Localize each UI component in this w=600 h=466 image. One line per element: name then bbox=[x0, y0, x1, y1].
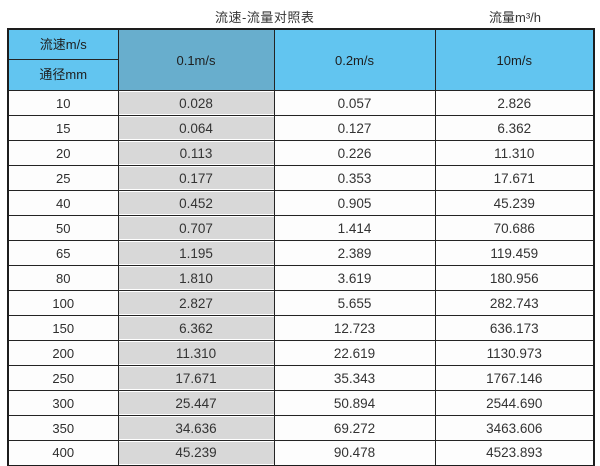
flow-value-cell: 1130.973 bbox=[434, 340, 595, 366]
flow-value-cell: 2.827 bbox=[117, 290, 275, 316]
flow-value-cell: 1.414 bbox=[273, 215, 436, 241]
table-row: 15 0.064 0.127 6.362 bbox=[7, 115, 595, 141]
table-row: 200 11.310 22.619 1130.973 bbox=[7, 340, 595, 366]
flow-value-cell: 180.956 bbox=[434, 265, 595, 291]
flow-value-cell: 22.619 bbox=[273, 340, 436, 366]
diameter-cell: 150 bbox=[7, 315, 119, 341]
flow-value-cell: 0.226 bbox=[273, 140, 436, 166]
flow-value-cell: 5.655 bbox=[273, 290, 436, 316]
flow-value-cell: 0.028 bbox=[117, 90, 275, 116]
flow-value-cell: 45.239 bbox=[117, 440, 275, 466]
flow-rate-table: 流速m/s 通径mm 0.1m/s 0.2m/s 10m/s 10 0.028 0.… bbox=[7, 28, 595, 466]
diameter-cell: 200 bbox=[7, 340, 119, 366]
flow-value-cell: 1.195 bbox=[117, 240, 275, 266]
flow-value-cell: 0.127 bbox=[273, 115, 436, 141]
diameter-cell: 40 bbox=[7, 190, 119, 216]
caption-bar: 流速-流量对照表 流量m³/h bbox=[0, 0, 600, 28]
diameter-cell: 250 bbox=[7, 365, 119, 391]
flow-value-cell: 35.343 bbox=[273, 365, 436, 391]
flow-value-cell: 45.239 bbox=[434, 190, 595, 216]
corner-header-cell: 流速m/s 通径mm bbox=[7, 28, 119, 91]
flow-value-cell: 0.707 bbox=[117, 215, 275, 241]
flow-value-cell: 0.177 bbox=[117, 165, 275, 191]
column-header-10ms: 10m/s bbox=[434, 28, 595, 91]
diameter-cell: 65 bbox=[7, 240, 119, 266]
flow-value-cell: 282.743 bbox=[434, 290, 595, 316]
table-row: 20 0.113 0.226 11.310 bbox=[7, 140, 595, 166]
table-row: 100 2.827 5.655 282.743 bbox=[7, 290, 595, 316]
flow-value-cell: 12.723 bbox=[273, 315, 436, 341]
diameter-cell: 50 bbox=[7, 215, 119, 241]
flow-value-cell: 0.905 bbox=[273, 190, 436, 216]
flow-value-cell: 0.452 bbox=[117, 190, 275, 216]
velocity-axis-label: 流速m/s bbox=[9, 30, 118, 60]
flow-value-cell: 17.671 bbox=[117, 365, 275, 391]
flow-value-cell: 636.173 bbox=[434, 315, 595, 341]
flow-value-cell: 2.389 bbox=[273, 240, 436, 266]
diameter-cell: 25 bbox=[7, 165, 119, 191]
flow-value-cell: 70.686 bbox=[434, 215, 595, 241]
flow-value-cell: 90.478 bbox=[273, 440, 436, 466]
flow-value-cell: 119.459 bbox=[434, 240, 595, 266]
table-row: 25 0.177 0.353 17.671 bbox=[7, 165, 595, 191]
column-header-0-2ms: 0.2m/s bbox=[273, 28, 436, 91]
diameter-cell: 20 bbox=[7, 140, 119, 166]
flow-value-cell: 50.894 bbox=[273, 390, 436, 416]
flow-value-cell: 17.671 bbox=[434, 165, 595, 191]
flow-value-cell: 25.447 bbox=[117, 390, 275, 416]
flow-value-cell: 2544.690 bbox=[434, 390, 595, 416]
diameter-axis-label: 通径mm bbox=[39, 67, 88, 82]
table-row: 10 0.028 0.057 2.826 bbox=[7, 90, 595, 116]
column-header-0-1ms: 0.1m/s bbox=[117, 28, 275, 91]
table-row: 250 17.671 35.343 1767.146 bbox=[7, 365, 595, 391]
flow-value-cell: 2.826 bbox=[434, 90, 595, 116]
flow-value-cell: 4523.893 bbox=[434, 440, 595, 466]
diameter-cell: 15 bbox=[7, 115, 119, 141]
flow-value-cell: 11.310 bbox=[117, 340, 275, 366]
flow-value-cell: 6.362 bbox=[434, 115, 595, 141]
flow-value-cell: 0.113 bbox=[117, 140, 275, 166]
table-row: 50 0.707 1.414 70.686 bbox=[7, 215, 595, 241]
flow-value-cell: 34.636 bbox=[117, 415, 275, 441]
diameter-cell: 10 bbox=[7, 90, 119, 116]
flow-value-cell: 69.272 bbox=[273, 415, 436, 441]
diameter-cell: 300 bbox=[7, 390, 119, 416]
diameter-cell: 100 bbox=[7, 290, 119, 316]
flow-value-cell: 0.064 bbox=[117, 115, 275, 141]
flow-value-cell: 1.810 bbox=[117, 265, 275, 291]
diameter-cell: 400 bbox=[7, 440, 119, 466]
flow-value-cell: 3.619 bbox=[273, 265, 436, 291]
table-caption: 流速-流量对照表 bbox=[215, 10, 315, 25]
table-row: 80 1.810 3.619 180.956 bbox=[7, 265, 595, 291]
flow-value-cell: 0.353 bbox=[273, 165, 436, 191]
table-row: 40 0.452 0.905 45.239 bbox=[7, 190, 595, 216]
header-row: 流速m/s 通径mm 0.1m/s 0.2m/s 10m/s bbox=[7, 28, 595, 91]
flow-value-cell: 6.362 bbox=[117, 315, 275, 341]
table-row: 150 6.362 12.723 636.173 bbox=[7, 315, 595, 341]
table-row: 65 1.195 2.389 119.459 bbox=[7, 240, 595, 266]
flow-value-cell: 0.057 bbox=[273, 90, 436, 116]
flow-unit-label: 流量m³/h bbox=[489, 10, 542, 25]
table-row: 300 25.447 50.894 2544.690 bbox=[7, 390, 595, 416]
flow-value-cell: 1767.146 bbox=[434, 365, 595, 391]
table-row: 400 45.239 90.478 4523.893 bbox=[7, 440, 595, 466]
diameter-cell: 80 bbox=[7, 265, 119, 291]
table-row: 350 34.636 69.272 3463.606 bbox=[7, 415, 595, 441]
flow-value-cell: 3463.606 bbox=[434, 415, 595, 441]
diameter-cell: 350 bbox=[7, 415, 119, 441]
flow-value-cell: 11.310 bbox=[434, 140, 595, 166]
